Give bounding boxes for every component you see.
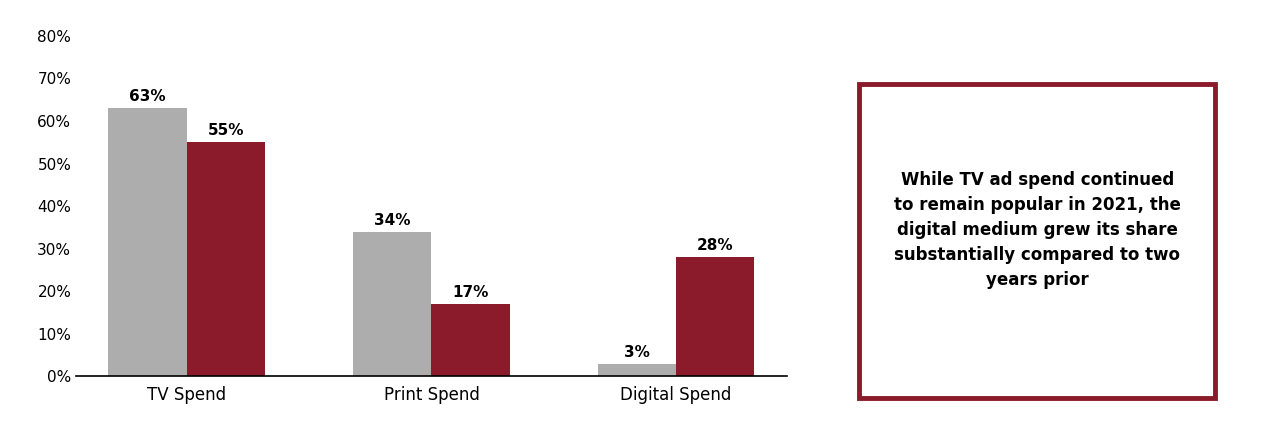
Bar: [431, 304, 510, 376]
Bar: [108, 108, 187, 376]
Bar: [353, 232, 431, 376]
Bar: [187, 142, 265, 376]
Text: 17%: 17%: [453, 285, 489, 300]
Text: 34%: 34%: [374, 213, 411, 228]
FancyBboxPatch shape: [859, 84, 1216, 398]
Text: 3%: 3%: [624, 345, 650, 360]
Legend: 2019, 2021: 2019, 2021: [346, 446, 516, 448]
Bar: [676, 257, 755, 376]
Bar: [598, 364, 676, 376]
Text: 55%: 55%: [208, 123, 244, 138]
Text: 63%: 63%: [129, 89, 166, 104]
Text: 28%: 28%: [697, 238, 733, 253]
Text: While TV ad spend continued
to remain popular in 2021, the
digital medium grew i: While TV ad spend continued to remain po…: [893, 172, 1181, 289]
